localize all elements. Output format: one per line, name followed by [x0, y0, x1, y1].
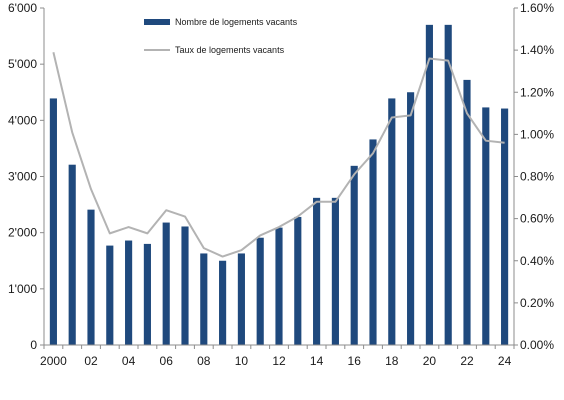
line-point-2000	[52, 51, 54, 53]
bar-2011	[256, 237, 264, 345]
line-point-2024	[503, 142, 505, 144]
line-point-2005	[146, 232, 148, 234]
x-tick-label: 08	[197, 354, 211, 368]
vacancy-rate-line	[52, 52, 505, 258]
left-tick-label: 6'000	[8, 1, 37, 15]
legend-label-line: Taux de logements vacants	[175, 45, 285, 55]
axes-group: 0 1'000 2'000 3'000 4'000 5'000 6'000 0.00% 0.20…	[8, 1, 554, 368]
x-tick-label: 24	[498, 354, 512, 368]
line-point-2012	[278, 226, 280, 228]
x-tick-label: 20	[423, 354, 437, 368]
bar-2016	[350, 165, 358, 345]
bar-2019	[407, 92, 415, 345]
bar-2002	[87, 209, 95, 345]
x-tick-label: 16	[348, 354, 362, 368]
bar-2003	[106, 245, 114, 345]
line-point-2021	[447, 59, 449, 61]
bar-2022	[463, 79, 471, 345]
bar-2020	[425, 24, 433, 345]
bar-2006	[162, 222, 170, 345]
line-point-2023	[485, 139, 487, 141]
line-point-2019	[409, 114, 411, 116]
line-point-2017	[372, 152, 374, 154]
left-tick-label: 4'000	[8, 113, 37, 127]
line-point-2020	[428, 57, 430, 59]
line-point-2018	[391, 116, 393, 118]
right-tick-label: 1.00%	[520, 127, 554, 141]
line-point-2022	[466, 112, 468, 114]
line-point-2015	[334, 201, 336, 203]
bar-2017	[369, 139, 377, 345]
line-point-2013	[297, 215, 299, 217]
right-tick-label: 1.40%	[520, 43, 554, 57]
left-tick-label: 1'000	[8, 282, 37, 296]
right-tick-label: 1.20%	[520, 85, 554, 99]
bar-2024	[501, 108, 509, 345]
line-series-group	[52, 51, 505, 258]
line-point-2009	[221, 255, 223, 257]
legend: Nombre de logements vacants Taux de logem…	[144, 17, 298, 55]
x-tick-label: 06	[160, 354, 174, 368]
legend-label-bar: Nombre de logements vacants	[175, 17, 298, 27]
line-point-2008	[203, 247, 205, 249]
bar-2010	[237, 253, 245, 345]
x-tick-label: 2000	[40, 354, 67, 368]
x-tick-label: 04	[122, 354, 136, 368]
line-point-2006	[165, 209, 167, 211]
bar-2023	[482, 107, 490, 345]
line-point-2003	[109, 232, 111, 234]
right-tick-label: 0.80%	[520, 170, 554, 184]
left-tick-label: 0	[30, 338, 37, 352]
bar-2008	[200, 253, 208, 345]
line-point-2004	[127, 226, 129, 228]
line-point-2002	[90, 188, 92, 190]
line-point-2010	[240, 249, 242, 251]
bar-2012	[275, 227, 283, 345]
x-tick-label: 02	[84, 354, 98, 368]
line-point-2014	[315, 201, 317, 203]
line-point-2016	[353, 173, 355, 175]
bar-2014	[313, 197, 321, 345]
bar-2018	[388, 98, 396, 346]
left-tick-label: 2'000	[8, 226, 37, 240]
line-point-2007	[184, 215, 186, 217]
bar-2000	[49, 98, 57, 346]
right-tick-label: 0.00%	[520, 338, 554, 352]
left-tick-label: 5'000	[8, 57, 37, 71]
legend-swatch-bar	[144, 19, 170, 25]
right-tick-label: 0.40%	[520, 254, 554, 268]
x-tick-label: 10	[235, 354, 249, 368]
bar-2013	[294, 216, 302, 345]
x-tick-label: 12	[272, 354, 286, 368]
bar-2015	[331, 197, 339, 345]
line-point-2001	[71, 131, 73, 133]
right-tick-label: 1.60%	[520, 1, 554, 15]
bar-series-group	[49, 24, 509, 346]
right-tick-label: 0.60%	[520, 212, 554, 226]
bar-2001	[68, 164, 76, 345]
line-point-2011	[259, 234, 261, 236]
x-tick-label: 22	[460, 354, 474, 368]
bar-2009	[219, 260, 227, 345]
x-tick-label: 18	[385, 354, 399, 368]
x-tick-label: 14	[310, 354, 324, 368]
bar-2004	[125, 240, 133, 345]
bar-2005	[143, 243, 151, 345]
bar-2021	[444, 24, 452, 345]
right-tick-label: 0.20%	[520, 296, 554, 310]
bar-2007	[181, 226, 189, 345]
left-tick-label: 3'000	[8, 170, 37, 184]
